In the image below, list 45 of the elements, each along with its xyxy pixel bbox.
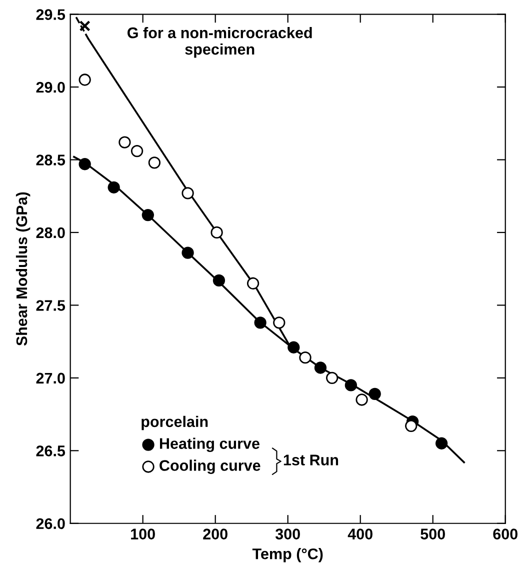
y-axis-title: Shear Modulus (GPa) xyxy=(16,192,30,346)
point xyxy=(148,156,161,169)
point xyxy=(182,187,194,200)
y-tick-label: 29.0 xyxy=(36,82,65,93)
point xyxy=(78,74,91,86)
y-tick-label: 27.5 xyxy=(36,300,66,311)
point xyxy=(356,394,368,406)
legend-label: Cooling curve xyxy=(160,460,260,474)
point xyxy=(130,144,144,158)
x-tick-label: 600 xyxy=(493,528,518,540)
point xyxy=(246,277,260,290)
x-tick-label: 400 xyxy=(348,528,372,540)
point xyxy=(210,226,223,239)
y-tick-label: 28.5 xyxy=(36,154,66,166)
annotation: 1st Run xyxy=(284,454,338,466)
x-tick-label: 500 xyxy=(420,528,445,540)
point xyxy=(314,362,327,374)
point xyxy=(142,208,154,222)
x-tick-label: 200 xyxy=(203,528,228,540)
point xyxy=(299,351,312,364)
point xyxy=(78,158,91,170)
legend-label: Heating curve xyxy=(160,438,260,452)
point xyxy=(368,388,381,400)
point xyxy=(326,372,338,384)
point xyxy=(182,246,194,259)
y-tick-label: 28.0 xyxy=(36,227,65,238)
y-tick-label: 26.0 xyxy=(36,518,65,530)
x-tick-label: 100 xyxy=(131,528,155,540)
point xyxy=(344,379,358,392)
annotation: G for a non-microcracked specimen xyxy=(128,27,312,58)
point xyxy=(273,316,286,329)
point xyxy=(254,316,266,329)
point xyxy=(405,420,418,432)
point xyxy=(212,274,226,287)
point xyxy=(108,181,120,194)
point xyxy=(79,20,90,32)
x-tick-label: 300 xyxy=(275,528,300,540)
point xyxy=(118,136,131,148)
point xyxy=(435,437,448,450)
y-tick-label: 27.0 xyxy=(36,372,65,384)
y-tick-label: 26.5 xyxy=(36,446,66,456)
legend-title: porcelain xyxy=(142,416,208,430)
point xyxy=(288,341,300,354)
x-axis-title: Temp (°C) xyxy=(252,548,323,562)
y-tick-label: 29.5 xyxy=(36,9,66,20)
